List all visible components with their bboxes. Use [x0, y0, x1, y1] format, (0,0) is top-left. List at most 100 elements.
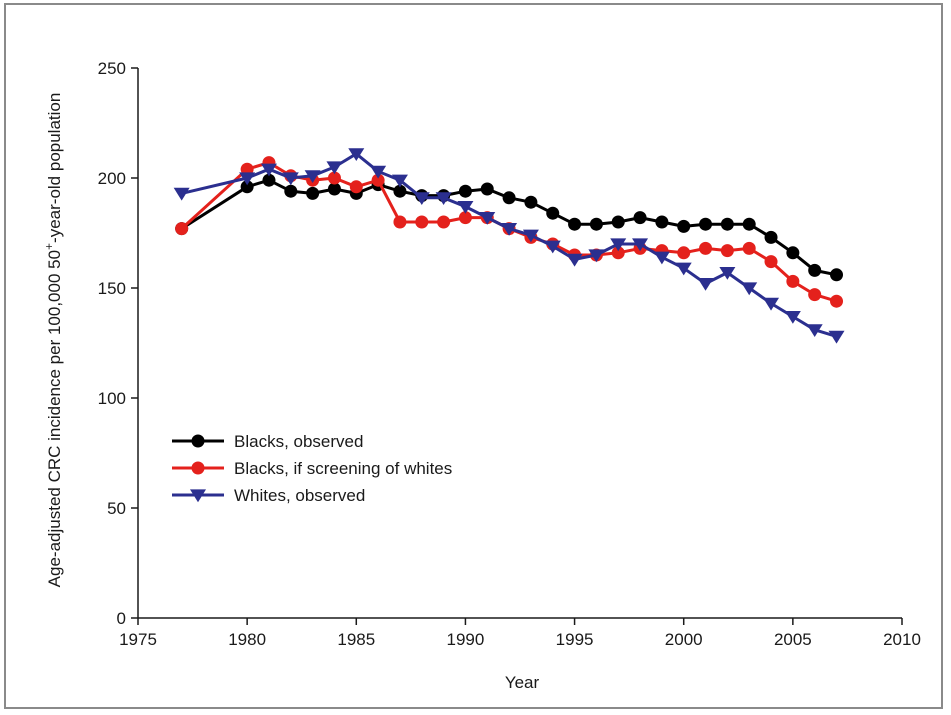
y-axis-title-main: Age-adjusted CRC incidence per 100,000 5… — [45, 250, 64, 587]
data-point — [173, 187, 190, 201]
data-point — [653, 251, 670, 265]
data-point — [480, 182, 494, 196]
data-point — [393, 184, 407, 198]
y-tick-label: 200 — [98, 169, 126, 188]
legend-item: Whites, observed — [172, 486, 365, 505]
data-point — [175, 222, 189, 236]
x-tick-label: 1995 — [556, 630, 594, 649]
data-point — [435, 192, 452, 205]
y-axis-title-superscript: + — [42, 243, 56, 250]
data-point — [415, 215, 429, 229]
data-point — [741, 282, 758, 296]
data-point — [327, 182, 341, 196]
data-point — [348, 148, 365, 161]
data-point — [742, 217, 756, 231]
data-point — [349, 180, 363, 194]
data-point — [764, 255, 778, 269]
y-axis-title-tail: -year-old population — [45, 93, 64, 243]
data-point — [239, 172, 256, 186]
series-layer — [173, 148, 845, 344]
data-point — [391, 174, 408, 188]
legend-label: Blacks, if screening of whites — [234, 459, 452, 478]
data-point — [458, 211, 472, 225]
legend: Blacks, observed Blacks, if screening of … — [172, 432, 452, 505]
data-point — [699, 241, 713, 255]
y-ticks: 0 50 100 150 200 250 — [98, 59, 138, 628]
data-point — [262, 173, 276, 187]
data-point — [479, 212, 496, 225]
data-point — [566, 253, 583, 267]
data-point — [808, 263, 822, 277]
x-tick-label: 2000 — [665, 630, 703, 649]
data-point — [697, 278, 714, 291]
data-point — [611, 215, 625, 229]
data-point — [458, 184, 472, 198]
data-point — [763, 297, 780, 311]
data-point — [632, 238, 649, 252]
y-tick-label: 150 — [98, 279, 126, 298]
data-point — [786, 246, 800, 260]
data-point — [764, 230, 778, 244]
y-axis-title: Age-adjusted CRC incidence per 100,000 5… — [42, 93, 64, 588]
x-tick-label: 1975 — [119, 630, 157, 649]
data-point — [720, 217, 734, 231]
data-point — [677, 246, 691, 260]
data-point — [306, 186, 320, 200]
data-point — [699, 217, 713, 231]
legend-swatch-marker — [191, 434, 205, 448]
data-point — [413, 192, 430, 205]
legend-item: Blacks, if screening of whites — [172, 459, 452, 478]
data-point — [327, 171, 341, 185]
data-point — [546, 206, 560, 220]
data-point — [457, 201, 474, 214]
data-point — [304, 170, 321, 183]
data-point — [589, 217, 603, 231]
data-point — [522, 229, 539, 243]
data-point — [784, 311, 801, 324]
legend-label: Whites, observed — [234, 486, 365, 505]
data-point — [610, 238, 627, 252]
x-tick-label: 1990 — [447, 630, 485, 649]
data-point — [675, 262, 692, 276]
data-point — [830, 268, 844, 282]
data-point — [808, 288, 822, 302]
legend-label: Blacks, observed — [234, 432, 363, 451]
data-point — [282, 172, 299, 186]
data-point — [742, 241, 756, 255]
data-point — [524, 195, 538, 209]
data-point — [719, 267, 736, 280]
data-point — [371, 173, 385, 187]
data-point — [501, 223, 518, 236]
data-point — [393, 215, 407, 229]
y-tick-label: 100 — [98, 389, 126, 408]
data-point — [544, 240, 561, 254]
data-point — [806, 324, 823, 337]
data-point — [830, 294, 844, 308]
y-tick-label: 50 — [107, 499, 126, 518]
data-point — [502, 191, 516, 205]
data-point — [828, 330, 845, 344]
data-point — [370, 165, 387, 179]
legend-swatch-marker — [190, 489, 206, 503]
data-point — [326, 161, 343, 175]
series-3 — [173, 148, 845, 344]
x-ticks: 1975 1980 1985 1990 1995 2000 2005 2010 — [119, 618, 921, 649]
data-point — [677, 219, 691, 233]
x-axis-title: Year — [505, 673, 540, 692]
data-point — [720, 244, 734, 258]
y-tick-label: 250 — [98, 59, 126, 78]
chart-frame — [4, 3, 943, 709]
legend-swatch-marker — [191, 461, 205, 475]
data-point — [284, 184, 298, 198]
data-point — [588, 249, 605, 263]
data-point — [611, 246, 625, 260]
x-tick-label: 1985 — [337, 630, 375, 649]
y-tick-label: 0 — [117, 609, 126, 628]
x-tick-label: 1980 — [228, 630, 266, 649]
data-point — [786, 274, 800, 288]
data-point — [437, 215, 451, 229]
series-line — [181, 152, 837, 338]
x-tick-label: 2010 — [883, 630, 921, 649]
data-point — [260, 163, 277, 177]
